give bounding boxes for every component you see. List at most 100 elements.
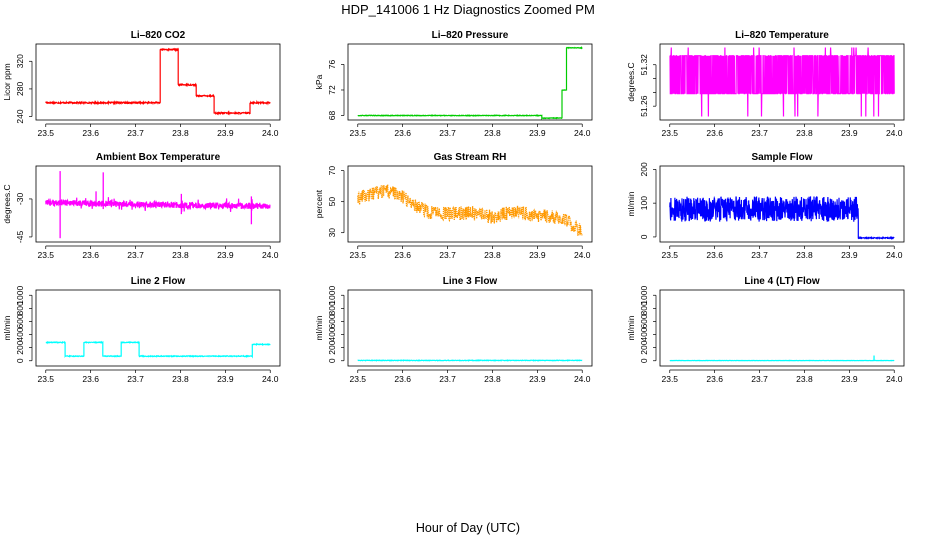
y-tick-label-line-3-flow-1: 200 bbox=[327, 340, 337, 354]
x-tick-label-line-3-flow-1: 23.6 bbox=[394, 374, 411, 384]
y-tick-label-line-4-lt-flow-5: 1000 bbox=[639, 286, 649, 305]
y-tick-label-line-4-lt-flow-3: 600 bbox=[639, 314, 649, 328]
x-tick-label-line-3-flow-2: 23.7 bbox=[439, 374, 456, 384]
x-tick-label-gas-stream-rh-3: 23.8 bbox=[484, 250, 501, 260]
y-tick-label-line-3-flow-4: 800 bbox=[327, 301, 337, 315]
y-tick-label-li-820-pressure-1: 72 bbox=[327, 85, 337, 95]
panel-li-820-pressure: Li–820 Pressure kPa 23.5 23.6 23.7 23.8 23.9 24… bbox=[314, 30, 593, 138]
x-axis-li-820-temperature: 23.5 23.6 23.7 23.8 23.9 24.0 bbox=[661, 123, 903, 138]
data-series-li-820-temperature bbox=[669, 47, 895, 117]
data-series-sample-flow bbox=[669, 195, 895, 241]
panel-ambient-box-temperature: Ambient Box Temperature degrees.C 23.5 23.6… bbox=[2, 152, 281, 260]
x-axis-li-820-pressure: 23.5 23.6 23.7 23.8 23.9 24.0 bbox=[349, 123, 591, 138]
x-tick-label-li-820-pressure-1: 23.6 bbox=[394, 128, 411, 138]
x-tick-label-line-3-flow-0: 23.5 bbox=[349, 374, 366, 384]
x-tick-label-li-820-co2-1: 23.6 bbox=[82, 128, 99, 138]
x-axis-label: Hour of Day (UTC) bbox=[416, 521, 520, 535]
data-series-gas-stream-rh bbox=[357, 184, 583, 238]
y-axis-ambient-box-temperature: -45 -30 bbox=[15, 193, 33, 244]
x-tick-label-line-4-lt-flow-1: 23.6 bbox=[706, 374, 723, 384]
data-series-li-820-pressure bbox=[357, 46, 583, 120]
y-tick-label-li-820-pressure-0: 68 bbox=[327, 111, 337, 121]
x-tick-label-line-3-flow-3: 23.8 bbox=[484, 374, 501, 384]
panel-title-li-820-co2: Li–820 CO2 bbox=[131, 30, 186, 41]
y-tick-label-li-820-pressure-2: 76 bbox=[327, 59, 337, 69]
x-tick-label-line-2-flow-2: 23.7 bbox=[127, 374, 144, 384]
x-axis-gas-stream-rh: 23.5 23.6 23.7 23.8 23.9 24.0 bbox=[349, 245, 591, 260]
y-tick-label-line-4-lt-flow-2: 400 bbox=[639, 327, 649, 341]
y-tick-label-sample-flow-1: 100 bbox=[639, 196, 649, 210]
x-tick-label-li-820-co2-3: 23.8 bbox=[172, 128, 189, 138]
x-tick-label-ambient-box-temperature-5: 24.0 bbox=[262, 250, 279, 260]
y-tick-label-li-820-co2-1: 280 bbox=[15, 82, 25, 96]
x-tick-label-line-2-flow-1: 23.6 bbox=[82, 374, 99, 384]
panel-line-2-flow: Line 2 Flow ml/min 23.5 23.6 23.7 23.8 23.9 24.… bbox=[2, 276, 281, 384]
panel-title-line-4-lt-flow: Line 4 (LT) Flow bbox=[744, 276, 820, 287]
y-tick-label-gas-stream-rh-1: 50 bbox=[327, 197, 337, 207]
data-series-ambient-box-temperature bbox=[45, 197, 271, 212]
x-tick-label-gas-stream-rh-0: 23.5 bbox=[349, 250, 366, 260]
x-tick-label-gas-stream-rh-2: 23.7 bbox=[439, 250, 456, 260]
x-tick-label-line-2-flow-4: 23.9 bbox=[217, 374, 234, 384]
y-tick-label-ambient-box-temperature-0: -45 bbox=[15, 231, 25, 244]
x-tick-label-line-4-lt-flow-5: 24.0 bbox=[886, 374, 903, 384]
y-tick-label-line-4-lt-flow-4: 800 bbox=[639, 301, 649, 315]
y-tick-label-line-2-flow-5: 1000 bbox=[15, 286, 25, 305]
x-tick-label-line-2-flow-3: 23.8 bbox=[172, 374, 189, 384]
y-axis-label-ambient-box-temperature: degrees.C bbox=[2, 184, 12, 223]
y-axis-li-820-pressure: 68 72 76 bbox=[327, 59, 345, 121]
x-axis-li-820-co2: 23.5 23.6 23.7 23.8 23.9 24.0 bbox=[37, 123, 279, 138]
data-series-line-2-flow bbox=[45, 340, 271, 359]
x-tick-label-li-820-co2-2: 23.7 bbox=[127, 128, 144, 138]
x-tick-label-line-3-flow-4: 23.9 bbox=[529, 374, 546, 384]
x-tick-label-ambient-box-temperature-2: 23.7 bbox=[127, 250, 144, 260]
plot-frame-sample-flow bbox=[659, 165, 905, 243]
x-tick-label-gas-stream-rh-1: 23.6 bbox=[394, 250, 411, 260]
figure-title: HDP_141006 1 Hz Diagnostics Zoomed PM bbox=[341, 2, 595, 17]
x-tick-label-li-820-temperature-2: 23.7 bbox=[751, 128, 768, 138]
y-axis-label-line-3-flow: ml/min bbox=[314, 315, 324, 340]
x-tick-label-li-820-pressure-5: 24.0 bbox=[574, 128, 591, 138]
y-tick-label-line-3-flow-5: 1000 bbox=[327, 286, 337, 305]
x-tick-label-line-4-lt-flow-0: 23.5 bbox=[661, 374, 678, 384]
x-tick-label-line-4-lt-flow-4: 23.9 bbox=[841, 374, 858, 384]
y-tick-label-sample-flow-2: 200 bbox=[639, 162, 649, 176]
y-tick-label-li-820-temperature-3: 51.32 bbox=[639, 54, 649, 76]
x-tick-label-sample-flow-3: 23.8 bbox=[796, 250, 813, 260]
plot-frame-line-4-lt-flow bbox=[659, 289, 905, 367]
data-series-line-3-flow bbox=[357, 359, 583, 362]
x-tick-label-line-2-flow-0: 23.5 bbox=[37, 374, 54, 384]
panel-title-ambient-box-temperature: Ambient Box Temperature bbox=[96, 152, 221, 163]
y-tick-label-ambient-box-temperature-1: -30 bbox=[15, 193, 25, 206]
x-axis-sample-flow: 23.5 23.6 23.7 23.8 23.9 24.0 bbox=[661, 245, 903, 260]
y-axis-label-gas-stream-rh: percent bbox=[314, 189, 324, 218]
x-tick-label-li-820-pressure-4: 23.9 bbox=[529, 128, 546, 138]
y-tick-label-line-2-flow-0: 0 bbox=[15, 358, 25, 363]
x-axis-line-3-flow: 23.5 23.6 23.7 23.8 23.9 24.0 bbox=[349, 369, 591, 384]
x-tick-label-line-4-lt-flow-2: 23.7 bbox=[751, 374, 768, 384]
x-tick-label-sample-flow-4: 23.9 bbox=[841, 250, 858, 260]
plot-frame-ambient-box-temperature bbox=[35, 165, 281, 243]
panel-title-gas-stream-rh: Gas Stream RH bbox=[434, 152, 507, 163]
x-tick-label-li-820-temperature-4: 23.9 bbox=[841, 128, 858, 138]
y-tick-label-line-3-flow-0: 0 bbox=[327, 358, 337, 363]
y-axis-gas-stream-rh: 30 50 70 bbox=[327, 166, 345, 237]
x-tick-label-gas-stream-rh-4: 23.9 bbox=[529, 250, 546, 260]
y-axis-label-li-820-temperature: degrees.C bbox=[626, 62, 636, 101]
panel-sample-flow: Sample Flow ml/min 23.5 23.6 23.7 23.8 23.9 24.… bbox=[626, 152, 905, 260]
y-axis-li-820-temperature: 51.26 51.32 bbox=[639, 54, 657, 117]
y-tick-label-sample-flow-0: 0 bbox=[639, 234, 649, 239]
y-tick-label-line-3-flow-3: 600 bbox=[327, 314, 337, 328]
x-tick-label-gas-stream-rh-5: 24.0 bbox=[574, 250, 591, 260]
panel-title-line-3-flow: Line 3 Flow bbox=[443, 276, 498, 287]
x-axis-line-4-lt-flow: 23.5 23.6 23.7 23.8 23.9 24.0 bbox=[661, 369, 903, 384]
panel-title-li-820-temperature: Li–820 Temperature bbox=[735, 30, 829, 41]
x-tick-label-sample-flow-5: 24.0 bbox=[886, 250, 903, 260]
y-tick-label-line-2-flow-2: 400 bbox=[15, 327, 25, 341]
plot-frame-line-3-flow bbox=[347, 289, 593, 367]
